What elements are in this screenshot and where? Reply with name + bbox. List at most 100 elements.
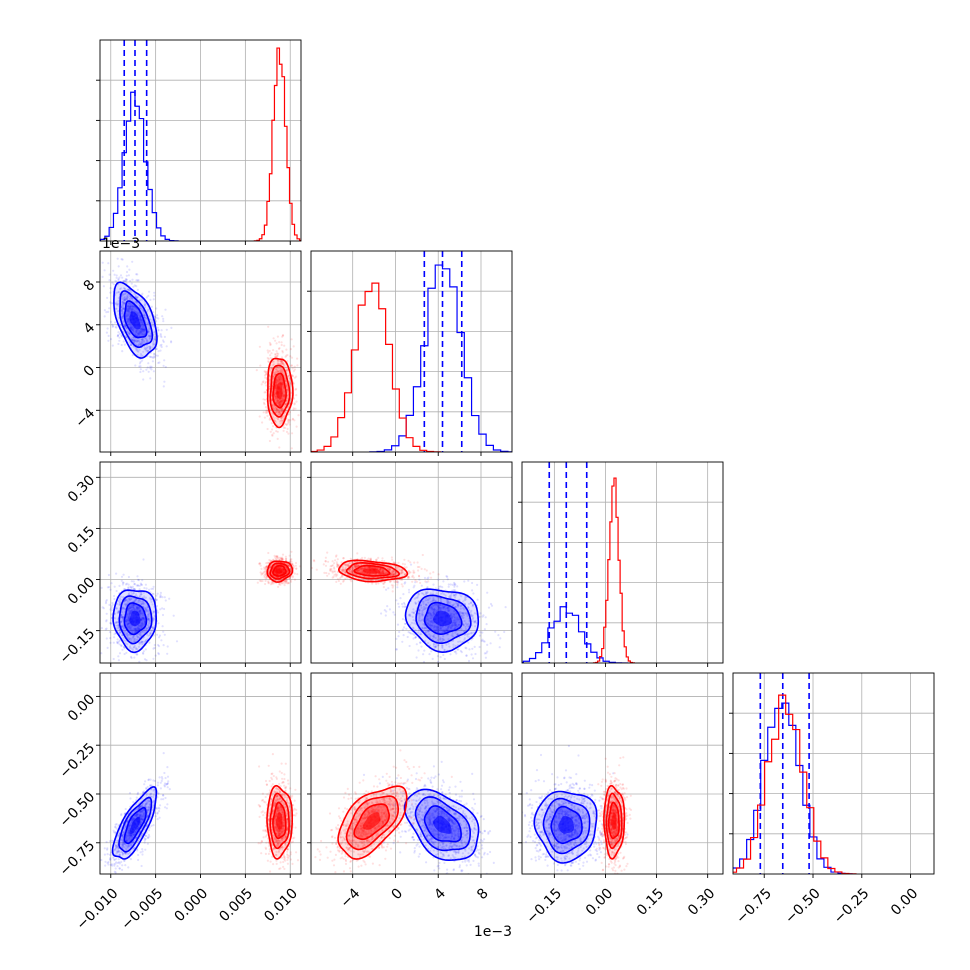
scatter-point bbox=[120, 315, 123, 318]
scatter-point bbox=[121, 316, 124, 319]
scatter-point bbox=[455, 624, 458, 628]
scatter-point bbox=[447, 625, 450, 629]
scatter-point bbox=[268, 378, 271, 381]
scatter-point bbox=[133, 327, 136, 330]
scatter-point bbox=[395, 581, 398, 584]
scatter-point bbox=[133, 339, 136, 343]
scatter-point bbox=[268, 349, 271, 353]
scatter-point bbox=[438, 585, 441, 588]
scatter-point bbox=[115, 572, 118, 575]
scatter-point bbox=[130, 609, 133, 613]
scatter-point bbox=[471, 657, 475, 660]
scatter-point bbox=[275, 381, 278, 384]
scatter-point bbox=[416, 565, 419, 569]
scatter-point bbox=[127, 302, 130, 305]
scatter-point bbox=[126, 631, 129, 634]
scatter-point bbox=[137, 333, 140, 336]
scatter-point bbox=[275, 370, 278, 374]
scatter-point bbox=[161, 625, 164, 628]
scatter-point bbox=[274, 411, 277, 414]
scatter-point bbox=[126, 599, 129, 602]
scatter-point bbox=[447, 585, 450, 588]
scatter-point bbox=[431, 600, 434, 603]
scatter-point bbox=[487, 606, 491, 609]
scatter-point bbox=[277, 566, 280, 569]
scatter-point bbox=[441, 669, 443, 671]
scatter-point bbox=[140, 593, 143, 596]
scatter-point bbox=[463, 633, 466, 637]
scatter-point bbox=[278, 412, 281, 415]
scatter-point bbox=[297, 414, 300, 417]
scatter-point bbox=[143, 348, 146, 351]
scatter-point bbox=[483, 628, 486, 631]
scatter-point bbox=[278, 378, 281, 381]
scatter-point bbox=[116, 611, 119, 615]
scatter-point bbox=[262, 380, 265, 383]
scatter-point bbox=[433, 608, 436, 611]
contour-line bbox=[423, 601, 463, 636]
scatter-point bbox=[170, 341, 173, 344]
scatter-point bbox=[130, 282, 133, 285]
scatter-point bbox=[138, 331, 141, 334]
scatter-point bbox=[289, 579, 292, 582]
scatter-point bbox=[138, 340, 141, 344]
scatter-point bbox=[414, 629, 417, 632]
scatter-point bbox=[130, 580, 133, 583]
scatter-point bbox=[135, 301, 138, 304]
scatter-point bbox=[132, 640, 135, 643]
scatter-point bbox=[280, 379, 283, 382]
scatter-point bbox=[275, 416, 278, 419]
scatter-point bbox=[269, 430, 272, 433]
scatter-point bbox=[274, 570, 277, 573]
scatter-point bbox=[148, 335, 152, 338]
scatter-point bbox=[157, 653, 160, 656]
scatter-point bbox=[292, 397, 296, 400]
scatter-point bbox=[276, 378, 279, 381]
scatter-point bbox=[153, 356, 156, 359]
scatter-point bbox=[145, 659, 148, 662]
scatter-point bbox=[456, 632, 459, 636]
scatter-point bbox=[139, 632, 142, 635]
scatter-point bbox=[278, 403, 281, 406]
scatter-point bbox=[117, 265, 120, 268]
scatter-point bbox=[354, 564, 357, 567]
scatter-point bbox=[460, 612, 463, 615]
scatter-point bbox=[467, 622, 470, 626]
scatter-point bbox=[123, 325, 126, 328]
scatter-point bbox=[117, 659, 120, 662]
scatter-point bbox=[170, 326, 173, 329]
scatter-point bbox=[138, 304, 142, 307]
scatter-point bbox=[115, 624, 118, 627]
scatter-point bbox=[158, 361, 161, 364]
scatter-point bbox=[354, 566, 357, 569]
scatter-point bbox=[294, 388, 297, 391]
scatter-point bbox=[152, 657, 155, 660]
scatter-point bbox=[439, 599, 442, 602]
scatter-point bbox=[277, 411, 280, 414]
scatter-point bbox=[163, 359, 166, 362]
scatter-point bbox=[112, 269, 115, 272]
scatter-point bbox=[144, 583, 147, 586]
scatter-point bbox=[136, 638, 139, 641]
scatter-point bbox=[128, 592, 131, 595]
scatter-point bbox=[123, 302, 126, 305]
scatter-point bbox=[113, 597, 116, 601]
scatter-point bbox=[279, 402, 282, 405]
scatter-point bbox=[120, 312, 123, 315]
scatter-point bbox=[259, 564, 262, 567]
scatter-point bbox=[135, 598, 138, 602]
scatter-point bbox=[122, 627, 125, 630]
scatter-point bbox=[281, 399, 284, 402]
scatter-point bbox=[275, 400, 278, 403]
scatter-point bbox=[267, 325, 270, 328]
scatter-point bbox=[283, 394, 286, 397]
scatter-point bbox=[411, 626, 415, 629]
contour-line bbox=[118, 595, 153, 645]
scatter-point bbox=[132, 345, 135, 348]
scatter-point bbox=[121, 276, 124, 279]
scatter-point bbox=[130, 647, 133, 650]
scatter-point bbox=[286, 394, 290, 397]
scatter-point bbox=[135, 285, 138, 288]
scatter-point bbox=[274, 570, 277, 574]
scatter-point bbox=[103, 315, 106, 318]
